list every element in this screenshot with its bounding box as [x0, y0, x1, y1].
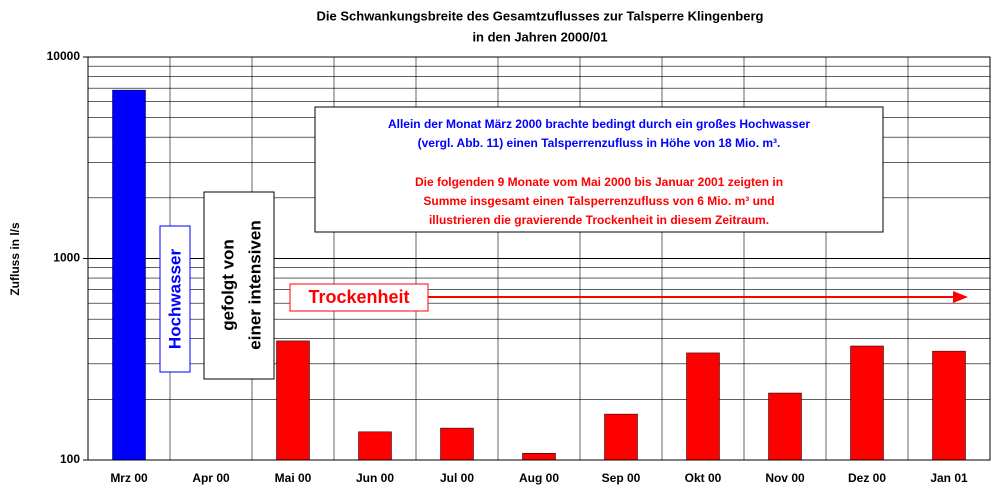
x-tick-label: Dez 00 [848, 471, 886, 485]
gefolgt-label: einer intensiven [245, 220, 264, 349]
x-tick-label: Mrz 00 [110, 471, 148, 485]
note-text: Summe insgesamt einen Talsperrenzufluss … [423, 194, 774, 208]
trockenheit-box [289, 283, 429, 312]
plot-frame [87, 56, 991, 461]
trockenheit-label: Trockenheit [308, 287, 409, 307]
hochwasser-label: Hochwasser [165, 249, 184, 350]
note-box [314, 106, 884, 233]
y-tick-label: 10000 [47, 49, 81, 63]
chart-title: Die Schwankungsbreite des Gesamtzuflusse… [317, 8, 764, 23]
gefolgt-label: gefolgt von [218, 239, 237, 331]
bar [276, 340, 310, 461]
note-text: (vergl. Abb. 11) einen Talsperrenzufluss… [418, 136, 781, 150]
bar [686, 352, 720, 461]
bar [850, 345, 884, 461]
bar [932, 350, 966, 461]
x-tick-label: Okt 00 [685, 471, 722, 485]
bars [112, 89, 966, 461]
y-tick-label: 100 [60, 452, 80, 466]
x-tick-label: Aug 00 [519, 471, 559, 485]
bar [604, 413, 638, 461]
x-tick-label: Jul 00 [440, 471, 474, 485]
bar [358, 431, 392, 461]
note-text: Die folgenden 9 Monate vom Mai 2000 bis … [415, 175, 783, 189]
y-tick-label: 1000 [53, 251, 80, 265]
bar [440, 427, 474, 461]
arrow-head [953, 291, 968, 303]
gefolgt-box [203, 191, 275, 380]
x-tick-label: Jun 00 [356, 471, 394, 485]
note-text: illustrieren die gravierende Trockenheit… [429, 213, 769, 227]
note-text: Allein der Monat März 2000 brachte bedin… [388, 117, 810, 131]
x-tick-label: Mai 00 [275, 471, 312, 485]
bar [522, 453, 556, 461]
x-tick-label: Nov 00 [765, 471, 805, 485]
x-tick-label: Jan 01 [930, 471, 968, 485]
hochwasser-box [159, 225, 191, 373]
bar [112, 89, 146, 461]
y-axis-label: Zufluss in l/s [8, 222, 22, 296]
chart-title: in den Jahren 2000/01 [472, 29, 607, 44]
x-tick-label: Apr 00 [192, 471, 230, 485]
x-tick-label: Sep 00 [602, 471, 641, 485]
bar [768, 392, 802, 461]
